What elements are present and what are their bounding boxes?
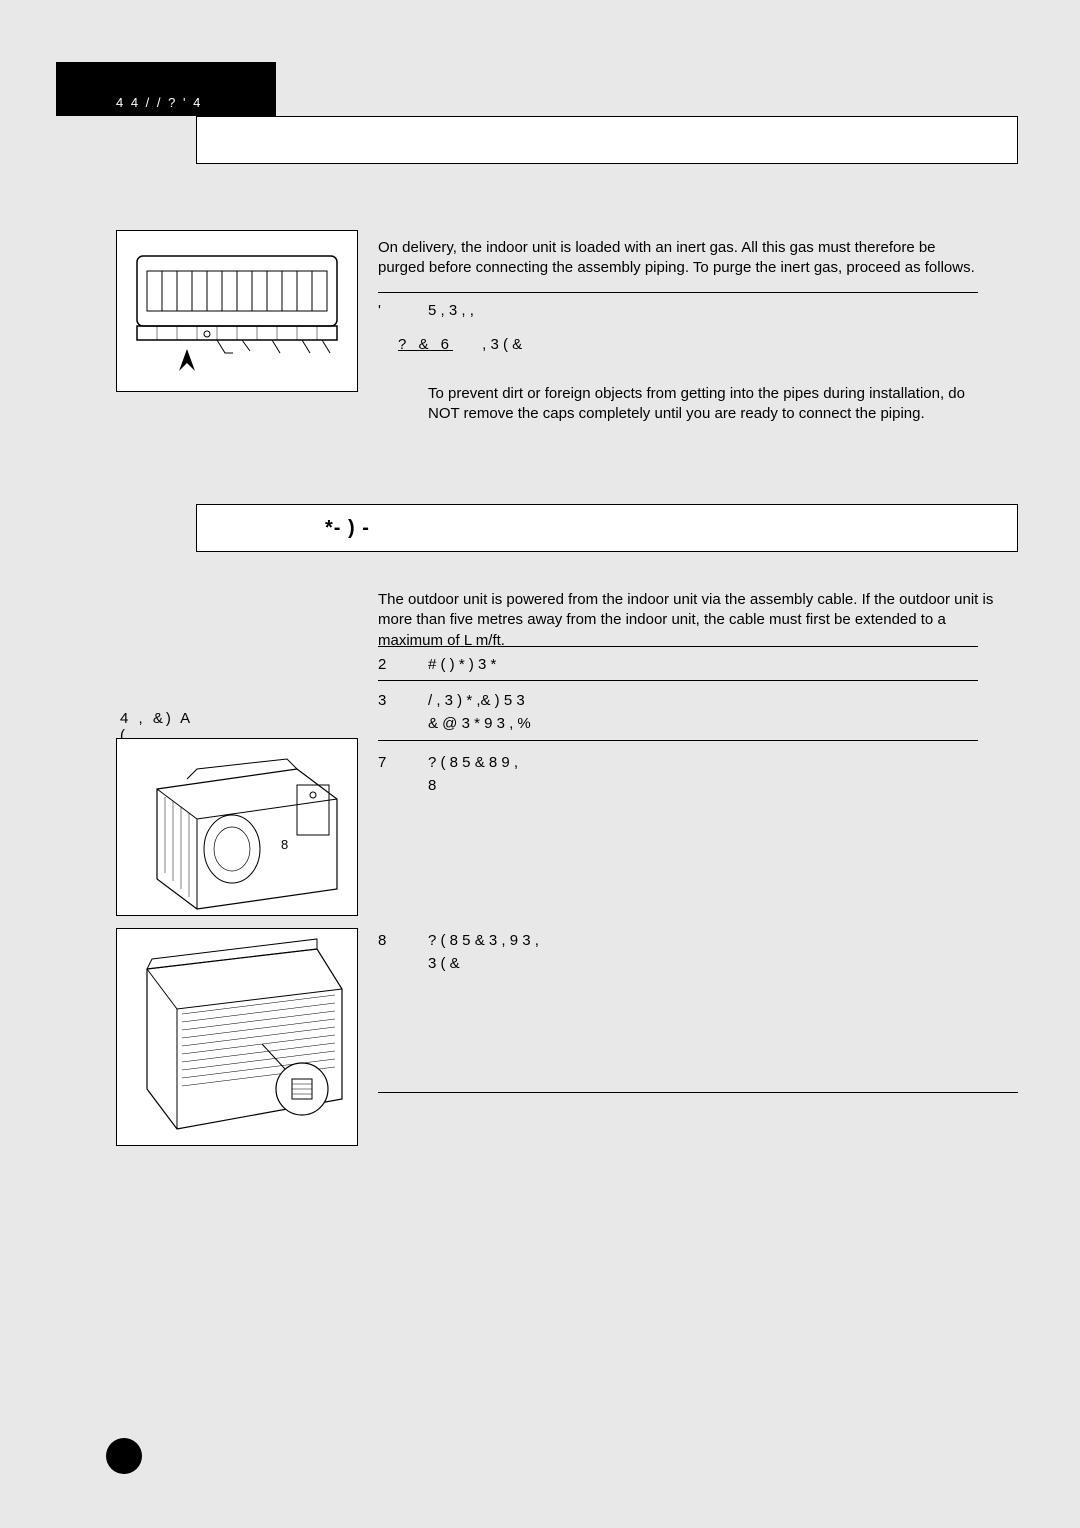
chapter-tab-label: 4 4 / / ? ' 4 xyxy=(116,95,202,110)
step-text: 5 , 3 , , xyxy=(428,300,1080,323)
chapter-tab: 4 4 / / ? ' 4 xyxy=(56,62,276,116)
diagram-indoor-unit xyxy=(116,230,358,392)
rule-line xyxy=(378,1092,1018,1093)
step-number: 2 xyxy=(378,654,398,677)
section-2-step-4: 8 ? ( 8 5 & 3 , 9 3 , 3 ( & xyxy=(378,930,1080,975)
section-2-step-3: 7 ? ( 8 5 & 8 9 , 8 xyxy=(378,752,1080,797)
diagram-outdoor-unit: 8 xyxy=(116,738,358,916)
indoor-unit-icon xyxy=(117,231,359,393)
step-text: / , 3 ) * ,& ) 5 3 & @ 3 * 9 3 , % xyxy=(428,690,1080,735)
section-2-title: *- ) - xyxy=(217,517,370,539)
rule-line xyxy=(378,680,978,681)
section-1-note-coded: ? & 6 , 3 ( & xyxy=(398,334,1038,355)
outdoor-unit-icon: 8 xyxy=(117,739,359,917)
step-text: # ( ) * ) 3 * xyxy=(428,654,1080,677)
step-number: 3 xyxy=(378,690,398,735)
page-number xyxy=(106,1438,142,1474)
diagram-underside xyxy=(116,928,358,1146)
rule-line xyxy=(378,740,978,741)
section-1-step-1: ' 5 , 3 , , xyxy=(378,300,1080,323)
underside-icon xyxy=(117,929,359,1147)
section-1-note-text: To prevent dirt or foreign objects from … xyxy=(428,384,993,425)
step-number: 7 xyxy=(378,752,398,797)
step-number: ' xyxy=(378,300,398,323)
section-2-step-1: 2 # ( ) * ) 3 * xyxy=(378,654,1080,677)
note-label: ? & 6 xyxy=(398,334,478,355)
step-number: 8 xyxy=(378,930,398,975)
step-text: ? ( 8 5 & 8 9 , 8 xyxy=(428,752,1080,797)
svg-text:8: 8 xyxy=(281,837,288,852)
section-2-title-box: *- ) - xyxy=(196,504,1018,552)
rule-line xyxy=(378,292,978,293)
section-1-title-box xyxy=(196,116,1018,164)
step-text: ? ( 8 5 & 3 , 9 3 , 3 ( & xyxy=(428,930,1080,975)
note-coded-text: , 3 ( & xyxy=(482,334,1022,355)
rule-line xyxy=(378,646,978,647)
section-2-step-2: 3 / , 3 ) * ,& ) 5 3 & @ 3 * 9 3 , % xyxy=(378,690,1080,735)
section-1-intro: On delivery, the indoor unit is loaded w… xyxy=(378,238,978,279)
section-2-intro: The outdoor unit is powered from the ind… xyxy=(378,590,998,651)
